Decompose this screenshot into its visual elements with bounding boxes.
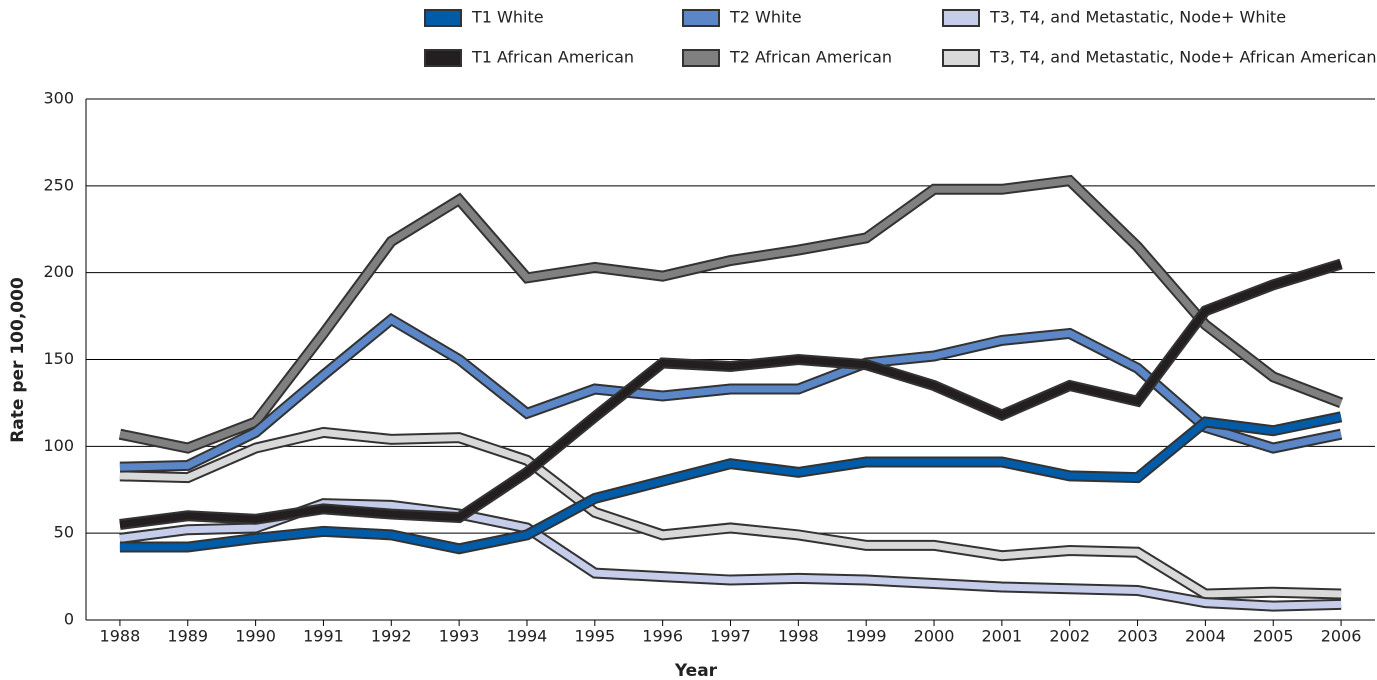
x-tick-label: 1996 (642, 627, 683, 646)
x-tick-label: 1988 (100, 627, 141, 646)
y-tick-label: 50 (54, 523, 74, 542)
y-tick-label: 0 (64, 610, 74, 629)
x-tick-label: 1989 (167, 627, 208, 646)
x-tick-label: 1998 (778, 627, 819, 646)
x-tick-label: 2004 (1185, 627, 1226, 646)
legend-label: T2 White (729, 8, 802, 27)
x-tick-label: 2001 (982, 627, 1023, 646)
legend-label: T1 White (471, 8, 544, 27)
series-line (119, 413, 1342, 553)
series-line-outline (118, 174, 1344, 454)
legend-swatch (942, 9, 980, 27)
legend-swatch (424, 49, 462, 67)
y-tick-label: 300 (43, 89, 74, 108)
series-line (119, 176, 1343, 452)
x-tick-label: 2000 (914, 627, 955, 646)
x-tick-label: 2005 (1253, 627, 1294, 646)
y-axis-label: Rate per 100,000 (8, 277, 28, 443)
x-tick-label: 2002 (1049, 627, 1090, 646)
x-tick-label: 1997 (710, 627, 751, 646)
x-tick-label: 1995 (574, 627, 615, 646)
y-tick-label: 150 (43, 349, 74, 368)
x-tick-label: 2006 (1321, 627, 1362, 646)
x-tick-label: 1991 (303, 627, 344, 646)
y-tick-label: 200 (43, 262, 74, 281)
x-tick-label: 1993 (439, 627, 480, 646)
legend-label: T3, T4, and Metastatic, Node+ White (989, 8, 1286, 27)
series-line (119, 315, 1342, 471)
series-line (119, 428, 1342, 598)
x-axis-label: Year (674, 661, 718, 680)
x-tick-label: 1990 (235, 627, 276, 646)
legend-swatch (424, 9, 462, 27)
legend-swatch (682, 49, 720, 67)
y-tick-label: 250 (43, 175, 74, 194)
legend-swatch (682, 9, 720, 27)
x-tick-label: 1994 (507, 627, 548, 646)
legend-label: T1 African American (471, 48, 634, 67)
series-line (119, 500, 1342, 610)
x-tick-label: 1999 (846, 627, 887, 646)
x-tick-label: 1992 (371, 627, 412, 646)
x-tick-label: 2003 (1117, 627, 1158, 646)
y-tick-label: 100 (43, 436, 74, 455)
legend-label: T2 African American (729, 48, 892, 67)
legend-label: T3, T4, and Metastatic, Node+ African Am… (989, 48, 1377, 67)
legend-swatch (942, 49, 980, 67)
series-line (119, 260, 1343, 528)
